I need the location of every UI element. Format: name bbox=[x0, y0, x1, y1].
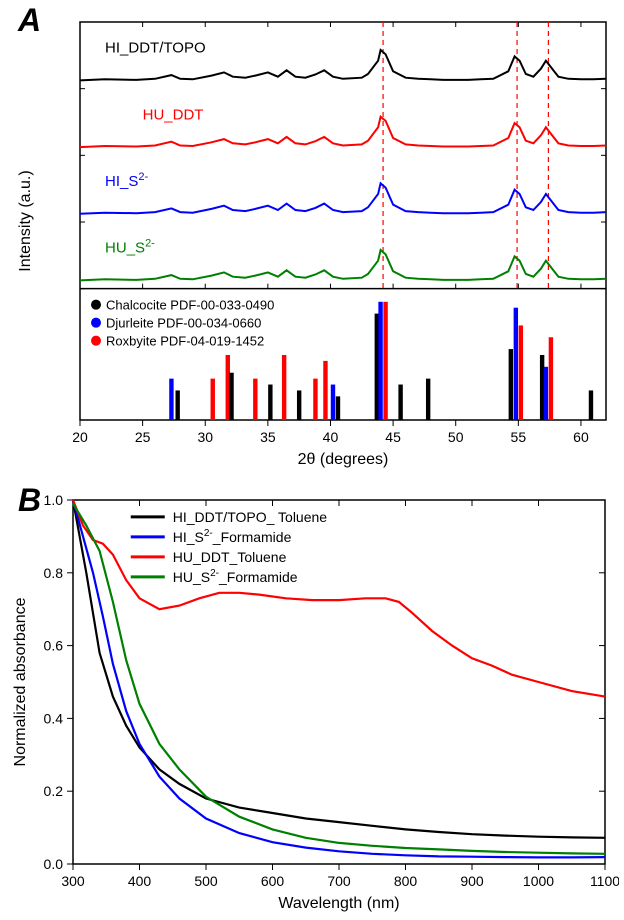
series-line bbox=[73, 500, 605, 838]
absorbance-chart: 300 400 500 600 700 800 900 1000 1100 0.0 0.2 0.4 0.… bbox=[5, 490, 619, 920]
svg-text:1.0: 1.0 bbox=[44, 492, 64, 508]
figure: { "panelA": { "label": "A", "type": "xrd… bbox=[0, 0, 624, 920]
svg-text:HU_DDT_Toluene: HU_DDT_Toluene bbox=[173, 549, 287, 565]
svg-text:800: 800 bbox=[394, 873, 418, 889]
svg-text:HU_S2-_Formamide: HU_S2-_Formamide bbox=[173, 568, 298, 585]
svg-text:1000: 1000 bbox=[523, 873, 554, 889]
svg-text:400: 400 bbox=[128, 873, 152, 889]
legend: HI_DDT/TOPO_ Toluene HI_S2-_Formamide HU_D… bbox=[131, 509, 328, 585]
svg-text:0.4: 0.4 bbox=[44, 710, 64, 726]
series-line bbox=[73, 500, 605, 697]
svg-text:40: 40 bbox=[323, 429, 339, 445]
svg-text:0.2: 0.2 bbox=[44, 783, 64, 799]
svg-text:35: 35 bbox=[260, 429, 276, 445]
reference-legend: Chalcocite PDF-00-033-0490 Djurleite PDF-… bbox=[91, 298, 274, 349]
svg-text:30: 30 bbox=[197, 429, 213, 445]
svg-text:Wavelength (nm): Wavelength (nm) bbox=[278, 895, 399, 912]
trace-label: HU_DDT bbox=[143, 106, 204, 123]
svg-text:20: 20 bbox=[72, 429, 88, 445]
svg-text:0.6: 0.6 bbox=[44, 638, 64, 654]
svg-text:Normalized absorbance: Normalized absorbance bbox=[12, 597, 29, 766]
svg-text:Roxbyite PDF-04-019-1452: Roxbyite PDF-04-019-1452 bbox=[106, 334, 264, 349]
svg-text:500: 500 bbox=[194, 873, 218, 889]
svg-text:55: 55 bbox=[511, 429, 527, 445]
svg-text:25: 25 bbox=[135, 429, 151, 445]
svg-text:Djurleite PDF-00-034-0660: Djurleite PDF-00-034-0660 bbox=[106, 316, 261, 331]
svg-text:900: 900 bbox=[460, 873, 484, 889]
svg-text:1100: 1100 bbox=[590, 873, 619, 889]
trace-label: HI_DDT/TOPO bbox=[105, 40, 206, 57]
svg-text:50: 50 bbox=[448, 429, 464, 445]
xrd-chart: HI_DDT/TOPO HU_DDT HI_S2- HU_S2- Chalcocite … bbox=[10, 8, 620, 478]
svg-text:2θ (degrees): 2θ (degrees) bbox=[298, 451, 389, 468]
svg-text:HI_DDT/TOPO_ Toluene: HI_DDT/TOPO_ Toluene bbox=[173, 509, 328, 525]
svg-text:0.0: 0.0 bbox=[44, 856, 64, 872]
svg-text:0.8: 0.8 bbox=[44, 565, 64, 581]
trace-label: HI_S2- bbox=[105, 171, 148, 190]
svg-text:Intensity (a.u.): Intensity (a.u.) bbox=[17, 170, 34, 271]
svg-text:Chalcocite PDF-00-033-0490: Chalcocite PDF-00-033-0490 bbox=[106, 298, 274, 313]
svg-text:600: 600 bbox=[261, 873, 285, 889]
trace-label: HU_S2- bbox=[105, 238, 155, 257]
svg-text:45: 45 bbox=[385, 429, 401, 445]
svg-text:60: 60 bbox=[573, 429, 589, 445]
svg-text:300: 300 bbox=[61, 873, 85, 889]
svg-text:700: 700 bbox=[327, 873, 351, 889]
svg-text:HI_S2-_Formamide: HI_S2-_Formamide bbox=[173, 528, 292, 545]
